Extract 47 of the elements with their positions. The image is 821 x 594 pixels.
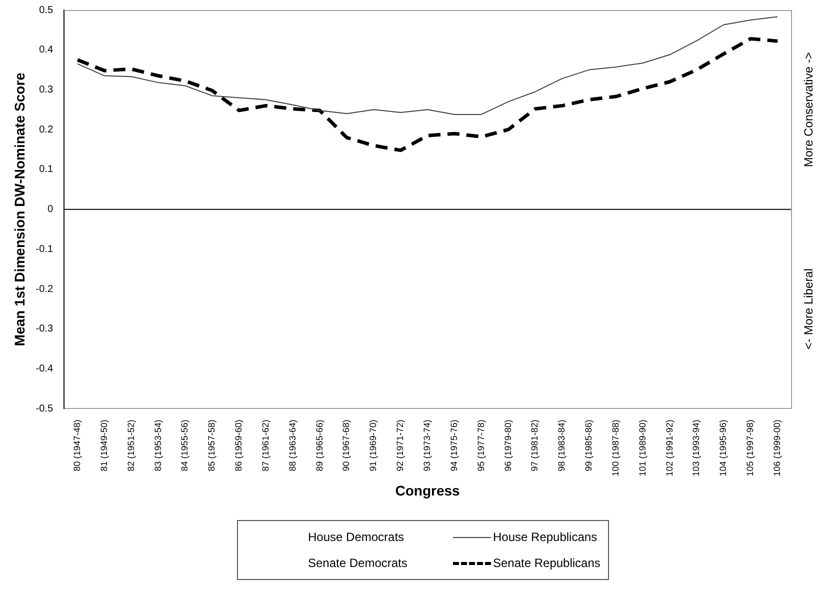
x-tick-label: 94 (1975-76) [448,420,459,472]
x-tick-label: 83 (1953-54) [152,420,163,472]
x-tick-label: 84 (1955-56) [180,420,190,472]
text: House Democrats [308,530,404,544]
y-tick-label: 0.1 [39,164,54,176]
x-tick-label: 106 (1999-00) [772,420,782,476]
x-tick-label: 96 (1979-80) [502,420,513,472]
text: More Conservative -> [801,52,816,168]
y-tick-label: 0.2 [39,124,54,136]
y-tick-label: -0.5 [36,403,54,414]
y-axis-title: Mean 1st Dimension DW-Nominate Score [11,72,28,346]
x-tick-label: 98 (1983-84) [556,420,567,472]
x-tick-label: 80 (1947-48) [72,420,82,472]
x-tick-label: 93 (1973-74) [422,420,432,472]
x-tick-label: 81 (1949-50) [98,420,109,472]
y-tick-label: 0.5 [39,4,54,16]
x-tick-label: 100 (1987-88) [610,420,620,476]
legend-label: Senate Republicans [493,556,600,570]
y-tick-label: -0.4 [36,364,54,375]
x-tick-label: 104 (1995-96) [718,420,728,476]
x-tick-label: 82 (1951-52) [126,420,136,472]
x-axis-title: Congress [395,482,460,498]
x-tick-label: 90 (1967-68) [341,420,352,472]
x-tick-label: 88 (1963-64) [287,420,298,472]
x-tick-label: 95 (1977-78) [476,420,486,472]
line-series [76,36,780,152]
text: Senate Democrats [308,556,408,570]
y-tick-label: 0 [47,204,54,216]
x-tick-label: 103 (1993-94) [691,420,702,476]
y-tick-label: -0.2 [36,284,54,295]
x-tick-label: 86 (1959-60) [234,420,244,472]
x-tick-label: 101 (1989-90) [637,420,648,476]
y-tick-label: 0.4 [39,44,54,56]
x-tick-label: 85 (1957-58) [206,420,217,472]
y-tick-label: -0.1 [36,244,54,255]
x-tick-label: 102 (1991-92) [664,420,674,476]
y-tick-label: -0.3 [36,324,54,335]
text: <- More Liberal [801,268,816,350]
x-tick-label: 89 (1965-66) [314,420,324,472]
y-tick-label: 0.3 [39,84,54,96]
x-tick-label: 92 (1971-72) [395,420,406,472]
legend-label: House Republicans [493,530,598,544]
x-tick-label: 105 (1997-98) [745,420,756,476]
x-tick-label: 99 (1985-86) [584,420,594,472]
x-tick-label: 91 (1969-70) [368,420,378,472]
x-tick-label: 97 (1981-82) [530,420,540,472]
x-tick-label: 87 (1961-62) [260,420,270,472]
